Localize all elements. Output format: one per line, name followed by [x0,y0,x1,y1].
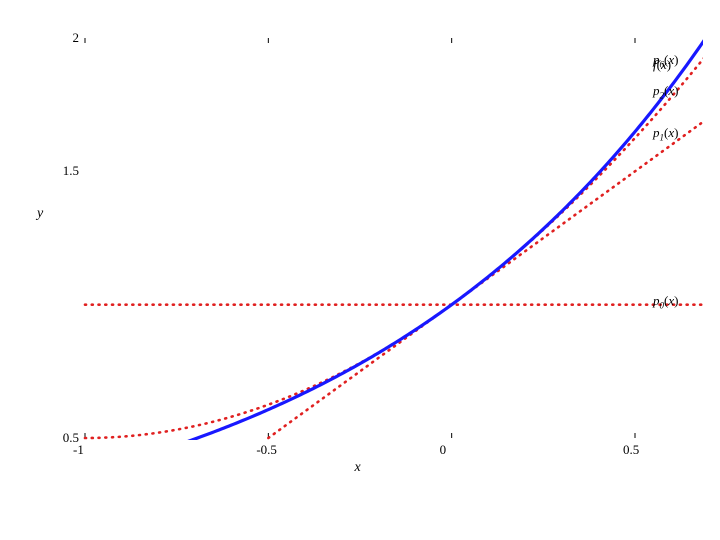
x-axis-label: x [355,460,361,476]
legend-p2: p2(x) [653,83,678,101]
series-p6 [85,34,708,473]
y-tick-label: 0.5 [63,430,79,446]
series-f [85,34,708,473]
legend-p1: p1(x) [653,125,678,143]
x-tick-label: 0 [440,442,447,458]
legend-p6: p6(x) [653,52,678,70]
series-p2 [85,53,708,438]
taylor-plot [0,0,720,540]
legend-p0: p0(x) [653,293,678,311]
y-axis-label: y [37,206,43,222]
y-tick-label: 1.5 [63,163,79,179]
x-tick-label: -0.5 [256,442,277,458]
x-tick-label: 0.5 [623,442,639,458]
y-tick-label: 2 [73,30,80,46]
